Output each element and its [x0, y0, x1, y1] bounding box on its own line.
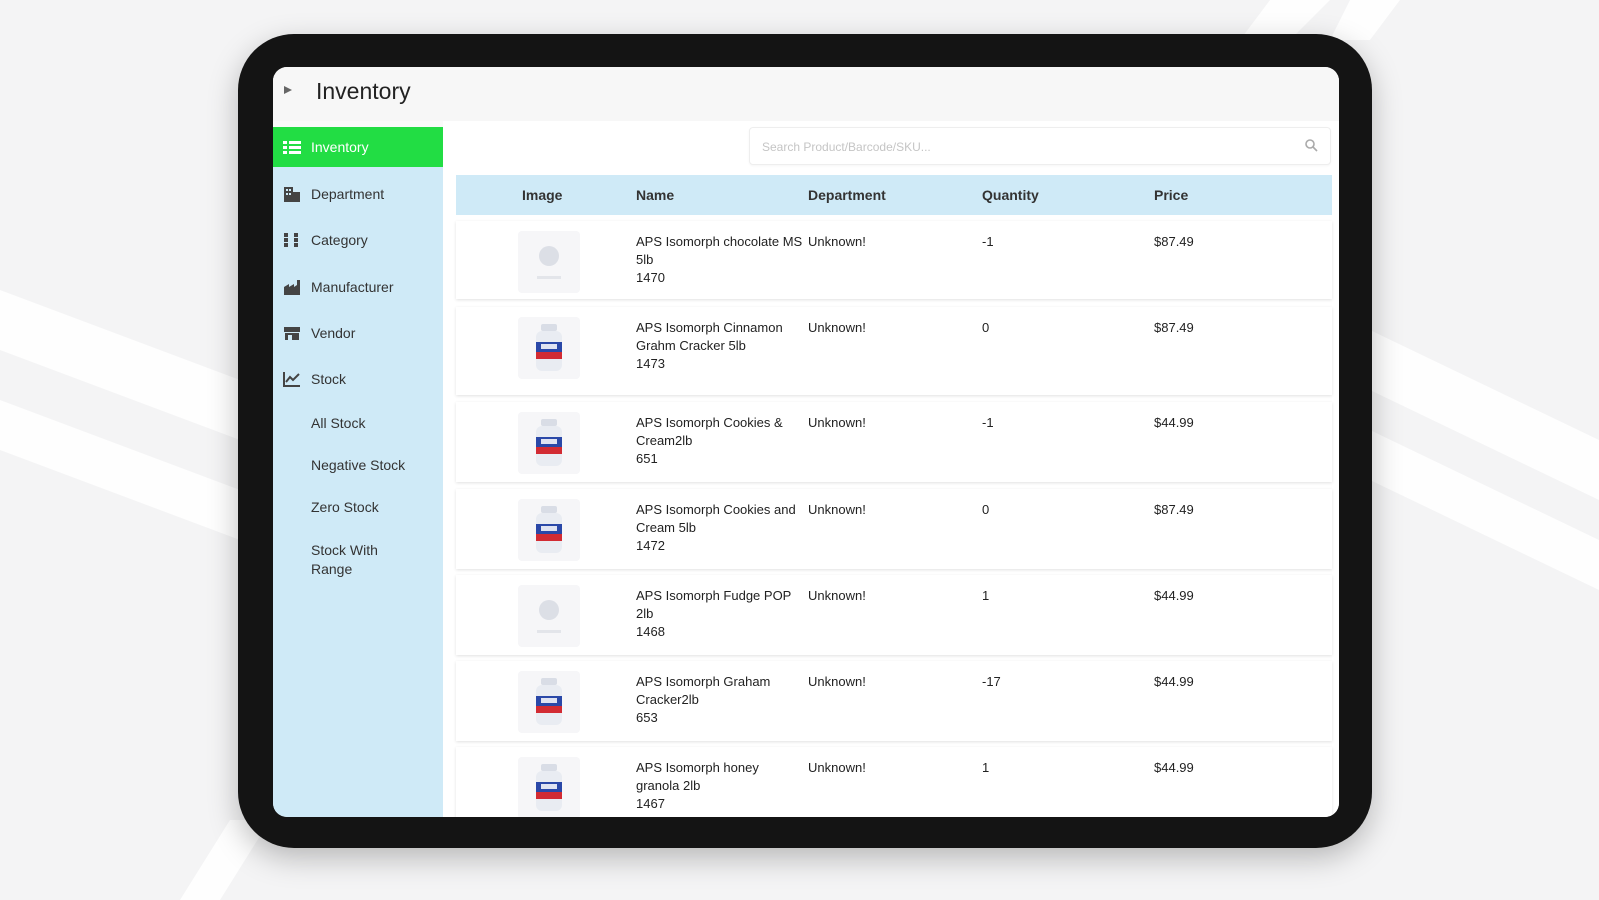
quantity-cell: 1 [982, 588, 990, 603]
sidebar-item-department[interactable]: Department [273, 174, 443, 214]
price-cell: $87.49 [1154, 234, 1194, 249]
sidebar-subitem-stock-with-range[interactable]: Stock With Range [311, 542, 378, 577]
sidebar-subitem-all-stock[interactable]: All Stock [311, 415, 366, 431]
product-name: APS Isomorph Graham Cracker2lb [636, 674, 771, 707]
search-box [749, 127, 1331, 165]
department-cell: Unknown! [808, 502, 866, 517]
sidebar-item-stock[interactable]: Stock [273, 359, 443, 399]
product-code: 651 [636, 451, 658, 466]
quantity-cell: -17 [982, 674, 1001, 689]
main-content: Image Name Department Quantity Price APS… [443, 121, 1339, 817]
product-image [518, 757, 580, 817]
department-cell: Unknown! [808, 320, 866, 335]
product-code: 1470 [636, 270, 665, 285]
top-bar: Inventory [273, 67, 1339, 121]
app-screen: Inventory Inventory Department Category … [273, 67, 1339, 817]
product-image [518, 671, 580, 733]
product-name-cell: APS Isomorph chocolate MS 5lb 1470 [636, 233, 804, 287]
product-code: 1473 [636, 356, 665, 371]
product-name-cell: APS Isomorph honey granola 2lb 1467 [636, 759, 804, 813]
page-title: Inventory [316, 78, 411, 104]
sidebar-item-label: Stock [311, 371, 347, 387]
store-icon [281, 324, 303, 342]
price-cell: $44.99 [1154, 674, 1194, 689]
list-icon [281, 138, 303, 156]
sidebar: Inventory Department Category Manufactur… [273, 127, 443, 817]
price-cell: $87.49 [1154, 320, 1194, 335]
column-header-price[interactable]: Price [1154, 187, 1189, 203]
department-cell: Unknown! [808, 415, 866, 430]
price-cell: $44.99 [1154, 760, 1194, 775]
price-cell: $87.49 [1154, 502, 1194, 517]
table-row[interactable]: APS Isomorph Fudge POP 2lb 1468 Unknown! 1 $… [456, 575, 1332, 655]
department-cell: Unknown! [808, 674, 866, 689]
column-header-department[interactable]: Department [808, 187, 886, 203]
department-cell: Unknown! [808, 588, 866, 603]
product-name-cell: APS Isomorph Cookies & Cream2lb 651 [636, 414, 804, 468]
search-input[interactable] [760, 137, 1284, 157]
product-name: APS Isomorph honey granola 2lb [636, 760, 759, 793]
product-image [518, 499, 580, 561]
column-header-image[interactable]: Image [522, 187, 563, 203]
department-cell: Unknown! [808, 234, 866, 249]
product-name: APS Isomorph Cookies and Cream 5lb [636, 502, 796, 535]
sidebar-subitem-negative-stock[interactable]: Negative Stock [311, 457, 406, 473]
product-name: APS Isomorph Cookies & Cream2lb [636, 415, 783, 448]
sidebar-item-label: Category [311, 232, 368, 248]
price-cell: $44.99 [1154, 415, 1194, 430]
quantity-cell: 1 [982, 760, 990, 775]
sidebar-item-label: Department [311, 186, 385, 202]
search-icon[interactable] [1304, 138, 1318, 152]
table-row[interactable]: APS Isomorph chocolate MS 5lb 1470 Unknown… [456, 221, 1332, 299]
quantity-cell: -1 [982, 415, 994, 430]
table-row[interactable]: APS Isomorph Cookies and Cream 5lb 1472 Un… [456, 489, 1332, 569]
product-name-cell: APS Isomorph Fudge POP 2lb 1468 [636, 587, 804, 641]
building-icon [281, 185, 303, 203]
product-code: 1467 [636, 796, 665, 811]
column-header-name[interactable]: Name [636, 187, 675, 203]
table-row[interactable]: APS Isomorph Cookies & Cream2lb 651 Unknow… [456, 402, 1332, 482]
product-code: 1468 [636, 624, 665, 639]
quantity-cell: -1 [982, 234, 994, 249]
product-name: APS Isomorph Fudge POP 2lb [636, 588, 792, 621]
sidebar-item-vendor[interactable]: Vendor [273, 313, 443, 353]
table-header: Image Name Department Quantity Price [456, 175, 1332, 215]
table-row[interactable]: APS Isomorph honey granola 2lb 1467 Unknow… [456, 747, 1332, 817]
product-image [518, 412, 580, 474]
product-code: 653 [636, 710, 658, 725]
price-cell: $44.99 [1154, 588, 1194, 603]
sidebar-item-inventory[interactable]: Inventory [273, 127, 443, 167]
sidebar-subitem-zero-stock[interactable]: Zero Stock [311, 499, 379, 515]
table-row[interactable]: APS Isomorph Cinnamon Grahm Cracker 5lb 1… [456, 307, 1332, 395]
chart-icon [281, 370, 303, 388]
table-row[interactable]: APS Isomorph Graham Cracker2lb 653 Unknown… [456, 661, 1332, 741]
column-header-quantity[interactable]: Quantity [982, 187, 1039, 203]
menu-icon[interactable] [282, 84, 296, 98]
product-name: APS Isomorph chocolate MS 5lb [636, 234, 803, 267]
product-name-cell: APS Isomorph Graham Cracker2lb 653 [636, 673, 804, 727]
quantity-cell: 0 [982, 502, 990, 517]
sidebar-item-label: Inventory [311, 139, 369, 155]
product-image [518, 317, 580, 379]
sidebar-item-label: Vendor [311, 325, 356, 341]
product-name: APS Isomorph Cinnamon Grahm Cracker 5lb [636, 320, 783, 353]
quantity-cell: 0 [982, 320, 990, 335]
product-code: 1472 [636, 538, 665, 553]
product-name-cell: APS Isomorph Cookies and Cream 5lb 1472 [636, 501, 804, 555]
image-placeholder-icon [518, 585, 580, 647]
department-cell: Unknown! [808, 760, 866, 775]
factory-icon [281, 278, 303, 296]
category-icon [281, 231, 303, 249]
sidebar-item-category[interactable]: Category [273, 220, 443, 260]
sidebar-item-label: Manufacturer [311, 279, 394, 295]
image-placeholder-icon [518, 231, 580, 293]
sidebar-item-manufacturer[interactable]: Manufacturer [273, 267, 443, 307]
product-name-cell: APS Isomorph Cinnamon Grahm Cracker 5lb 1… [636, 319, 804, 373]
